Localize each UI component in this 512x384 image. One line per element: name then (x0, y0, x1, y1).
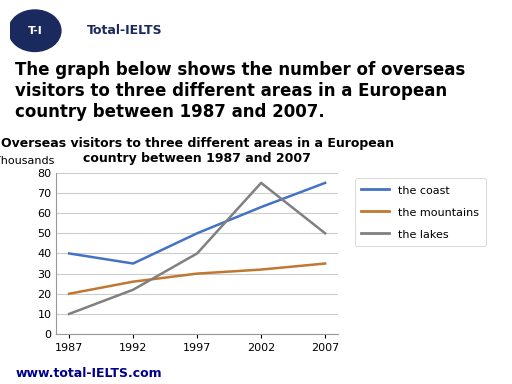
the lakes (322, 231, 328, 235)
Line: the mountains: the mountains (69, 263, 325, 294)
Text: Thousands: Thousands (0, 156, 55, 166)
the lakes (194, 251, 200, 256)
the lakes (130, 287, 136, 292)
the lakes (66, 312, 72, 316)
the mountains (258, 267, 264, 272)
Text: The graph below shows the number of overseas
visitors to three different areas i: The graph below shows the number of over… (15, 61, 465, 121)
the mountains (130, 280, 136, 284)
Line: the lakes: the lakes (69, 183, 325, 314)
the mountains (194, 271, 200, 276)
Text: Overseas visitors to three different areas in a European
country between 1987 an: Overseas visitors to three different are… (1, 137, 394, 165)
the lakes (258, 180, 264, 185)
Line: the coast: the coast (69, 183, 325, 263)
the coast (194, 231, 200, 235)
the coast (130, 261, 136, 266)
the mountains (66, 291, 72, 296)
the coast (258, 205, 264, 209)
Text: www.total-IELTS.com: www.total-IELTS.com (15, 367, 162, 380)
Text: Total-IELTS: Total-IELTS (87, 24, 163, 37)
Legend: the coast, the mountains, the lakes: the coast, the mountains, the lakes (355, 178, 486, 246)
Text: T-I: T-I (28, 26, 42, 36)
the coast (66, 251, 72, 256)
Ellipse shape (9, 10, 61, 51)
the mountains (322, 261, 328, 266)
the coast (322, 180, 328, 185)
